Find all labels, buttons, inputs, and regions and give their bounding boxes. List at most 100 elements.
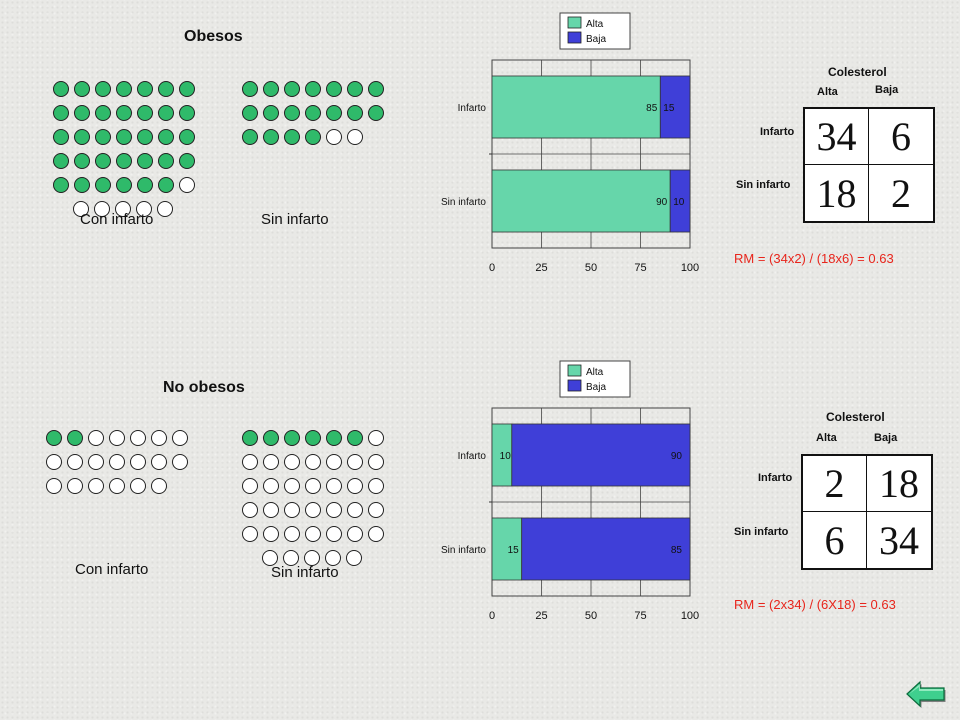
empty-person-dot xyxy=(347,526,363,542)
odds-ratio-formula: RM = (34x2) / (18x6) = 0.63 xyxy=(734,251,894,266)
col-header-alta: Alta xyxy=(817,86,838,98)
x-tick-label: 0 xyxy=(489,610,495,622)
empty-person-dot xyxy=(305,454,321,470)
x-tick-label: 50 xyxy=(585,610,597,622)
filled-person-dot xyxy=(263,105,279,121)
filled-person-dot xyxy=(95,129,111,145)
empty-person-dot xyxy=(130,478,146,494)
empty-person-dot xyxy=(262,550,278,566)
group-label-con-infarto: Con infarto xyxy=(80,211,154,228)
legend-label: Alta xyxy=(586,19,604,30)
group-label-sin-infarto: Sin infarto xyxy=(271,564,339,581)
table-cell: 2 xyxy=(891,170,911,216)
empty-person-dot xyxy=(263,478,279,494)
table-title: Colesterol xyxy=(828,65,887,79)
table-cell: 6 xyxy=(869,109,933,165)
data-label: 15 xyxy=(508,545,520,556)
filled-person-dot xyxy=(74,105,90,121)
col-header-baja: Baja xyxy=(874,432,898,444)
odds-ratio-formula: RM = (2x34) / (6X18) = 0.63 xyxy=(734,597,896,612)
stacked-bar-chart-obesos: Alta Baja 0 25 50 75 100 Infarto 85 15 Sin infarto… xyxy=(400,8,710,280)
empty-person-dot xyxy=(109,478,125,494)
dot-row xyxy=(53,81,200,105)
empty-person-dot xyxy=(283,550,299,566)
contingency-table-obesos: 34 6 18 2 xyxy=(803,107,935,223)
filled-person-dot xyxy=(179,105,195,121)
filled-person-dot xyxy=(116,153,132,169)
filled-person-dot xyxy=(74,153,90,169)
filled-person-dot xyxy=(53,177,69,193)
filled-person-dot xyxy=(67,430,83,446)
empty-person-dot xyxy=(157,201,173,217)
left-arrow-icon xyxy=(906,680,946,708)
data-label: 10 xyxy=(500,451,512,462)
x-tick-label: 100 xyxy=(681,262,699,274)
x-tick-label: 25 xyxy=(535,262,547,274)
empty-person-dot xyxy=(263,502,279,518)
row-header-infarto: Infarto xyxy=(760,126,795,138)
x-tick-label: 75 xyxy=(634,262,646,274)
filled-person-dot xyxy=(95,81,111,97)
dot-row xyxy=(53,129,200,153)
chart-legend: Alta Baja xyxy=(559,12,631,50)
filled-person-dot xyxy=(284,430,300,446)
filled-person-dot xyxy=(158,105,174,121)
col-header-alta: Alta xyxy=(816,432,837,444)
filled-person-dot xyxy=(116,81,132,97)
empty-person-dot xyxy=(368,430,384,446)
data-label: 10 xyxy=(673,197,685,208)
empty-person-dot xyxy=(46,454,62,470)
table-cell: 18 xyxy=(867,456,931,512)
filled-person-dot xyxy=(158,129,174,145)
filled-person-dot xyxy=(305,129,321,145)
empty-person-dot xyxy=(284,454,300,470)
filled-person-dot xyxy=(263,81,279,97)
filled-person-dot xyxy=(179,81,195,97)
data-label: 15 xyxy=(663,103,675,114)
empty-person-dot xyxy=(284,502,300,518)
dot-grid-con-infarto-no-obesos xyxy=(46,430,193,502)
empty-person-dot xyxy=(115,201,131,217)
x-tick-label: 100 xyxy=(681,610,699,622)
filled-person-dot xyxy=(95,177,111,193)
filled-person-dot xyxy=(347,105,363,121)
filled-person-dot xyxy=(305,105,321,121)
filled-person-dot xyxy=(368,105,384,121)
empty-person-dot xyxy=(172,454,188,470)
empty-person-dot xyxy=(305,502,321,518)
dot-row xyxy=(53,105,200,129)
filled-person-dot xyxy=(137,177,153,193)
empty-person-dot xyxy=(67,454,83,470)
empty-person-dot xyxy=(325,550,341,566)
filled-person-dot xyxy=(347,430,363,446)
filled-person-dot xyxy=(74,81,90,97)
x-tick-label: 75 xyxy=(634,610,646,622)
empty-person-dot xyxy=(263,526,279,542)
back-button[interactable] xyxy=(906,679,946,714)
filled-person-dot xyxy=(326,430,342,446)
empty-person-dot xyxy=(346,550,362,566)
data-label: 85 xyxy=(646,103,658,114)
empty-person-dot xyxy=(284,526,300,542)
filled-person-dot xyxy=(116,177,132,193)
chart-svg: Alta Baja 0 25 50 75 100 Infarto 85 15 Sin infarto… xyxy=(441,12,699,274)
empty-person-dot xyxy=(94,201,110,217)
filled-person-dot xyxy=(95,105,111,121)
filled-person-dot xyxy=(284,81,300,97)
empty-person-dot xyxy=(284,478,300,494)
filled-person-dot xyxy=(137,105,153,121)
empty-person-dot xyxy=(109,454,125,470)
category-label: Infarto xyxy=(458,103,487,114)
empty-person-dot xyxy=(347,502,363,518)
dot-row xyxy=(242,129,389,153)
data-label: 85 xyxy=(671,545,683,556)
filled-person-dot xyxy=(95,153,111,169)
filled-person-dot xyxy=(368,81,384,97)
filled-person-dot xyxy=(326,81,342,97)
table-cell: 18 xyxy=(805,165,869,221)
contingency-table-no-obesos: 2 18 6 34 xyxy=(801,454,933,570)
filled-person-dot xyxy=(242,430,258,446)
table-cell: 34 xyxy=(879,517,919,563)
filled-person-dot xyxy=(242,81,258,97)
empty-person-dot xyxy=(305,478,321,494)
